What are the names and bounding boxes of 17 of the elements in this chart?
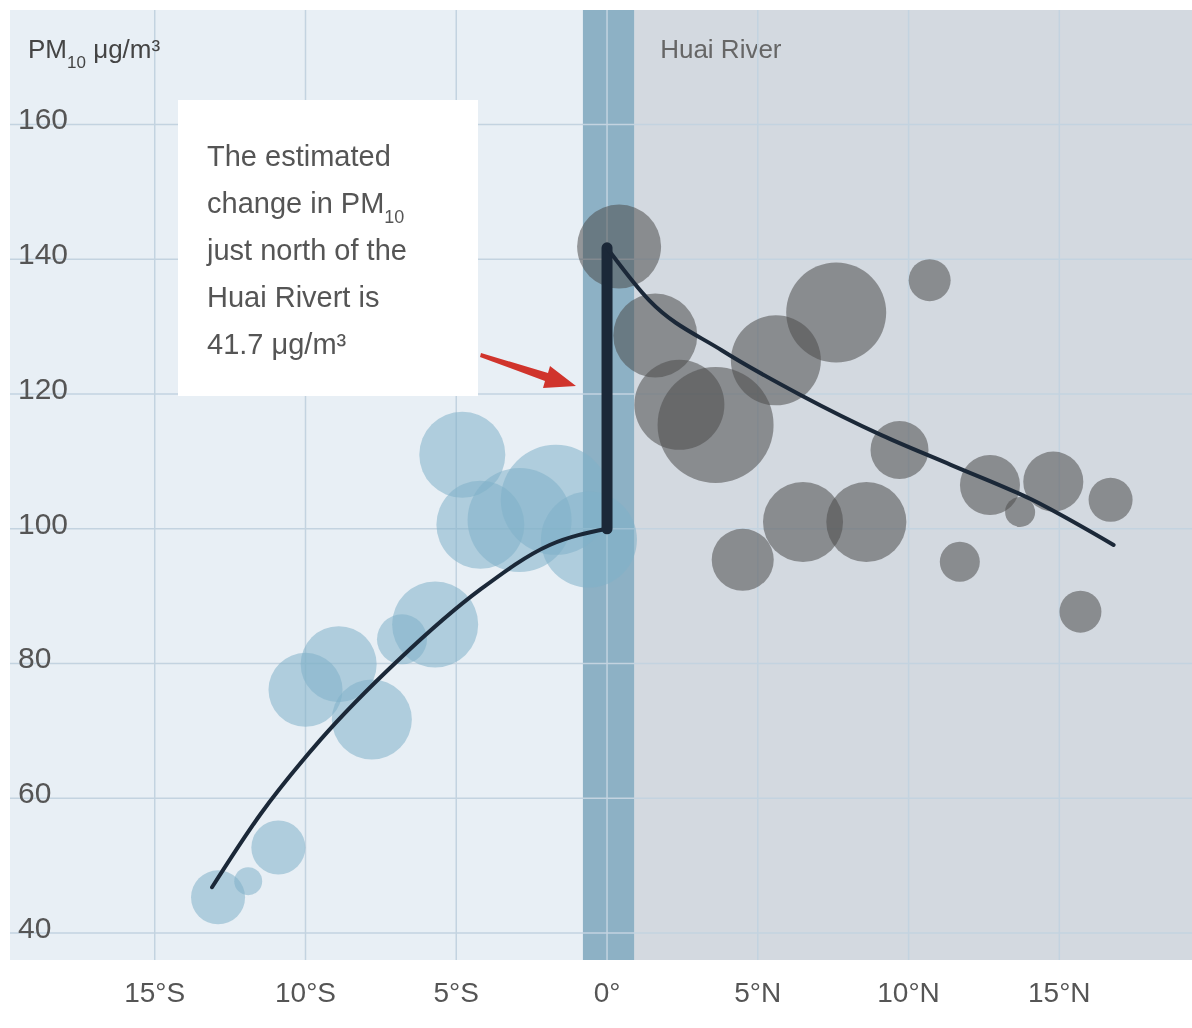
y-tick-label: 40 xyxy=(18,910,52,944)
y-tick-label: 100 xyxy=(18,506,69,540)
y-axis-title: PM$_{10}$ μg/m³ xyxy=(28,34,161,72)
annotation: The estimated change in PM$_{10}$ just north of the Huai Rivert is 41.7 μg/m³ xyxy=(206,140,407,360)
x-tick-label: 5°S xyxy=(433,977,479,1008)
x-tick-label: 15°S xyxy=(124,977,186,1008)
x-tick-label: 10°N xyxy=(877,977,940,1008)
band-label: Huai River xyxy=(660,34,782,64)
x-tick-label: 5°N xyxy=(734,977,782,1008)
x-tick-label: 0° xyxy=(593,977,621,1008)
x-tick-label: 10°S xyxy=(274,977,337,1008)
x-tick-label: 15°N xyxy=(1028,977,1091,1008)
y-tick-label: 160 xyxy=(18,102,69,136)
y-tick-label: 140 xyxy=(18,237,69,271)
y-tick-label: 60 xyxy=(18,776,52,810)
y-tick-label: 80 xyxy=(18,641,52,675)
y-tick-label: 120 xyxy=(18,371,69,405)
